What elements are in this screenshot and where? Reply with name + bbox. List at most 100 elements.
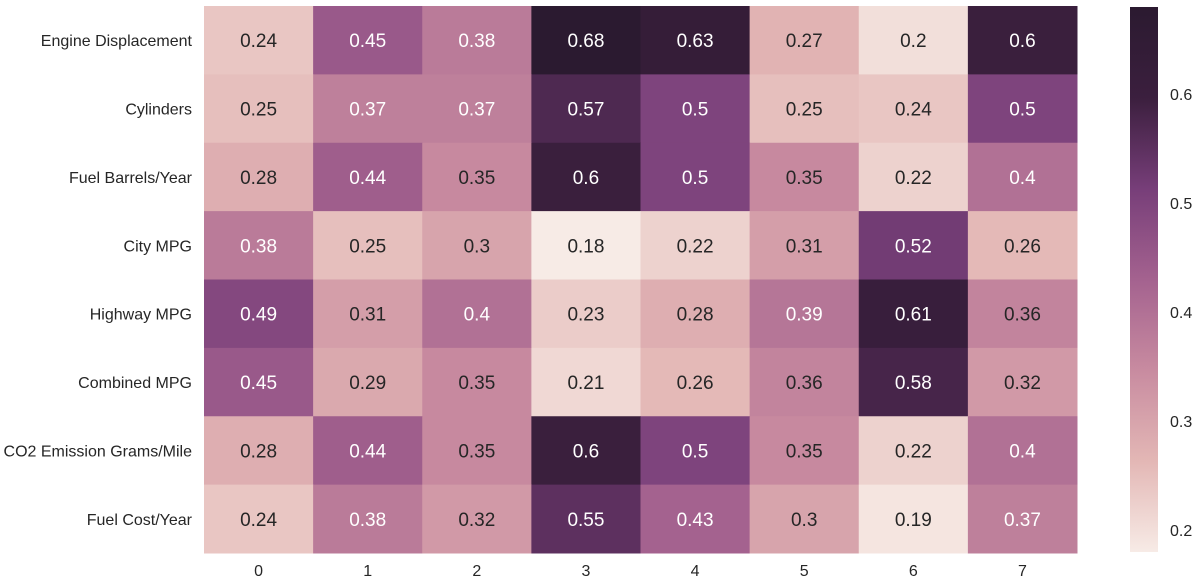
heatmap-cell — [858, 142, 969, 212]
x-tick-label: 4 — [691, 563, 700, 580]
cell-value-label: 0.28 — [677, 305, 714, 326]
cell-value-label: 0.68 — [567, 31, 604, 52]
heatmap-cell — [204, 347, 314, 417]
cell-value-label: 0.49 — [240, 305, 277, 326]
heatmap-cell — [749, 6, 860, 75]
cell-value-label: 0.22 — [895, 168, 932, 189]
cell-value-label: 0.24 — [240, 510, 277, 531]
colorbar-tick-label: 0.3 — [1170, 414, 1192, 431]
cell-value-label: 0.35 — [786, 441, 823, 462]
cell-value-label: 0.28 — [240, 168, 277, 189]
heatmap-cell — [204, 6, 314, 75]
cell-value-label: 0.32 — [1004, 373, 1041, 394]
heatmap-cell — [749, 142, 860, 212]
heatmap-cell — [640, 416, 751, 486]
cell-value-label: 0.32 — [458, 510, 495, 531]
cell-value-label: 0.57 — [567, 100, 604, 121]
y-tick-label: Fuel Barrels/Year — [69, 170, 193, 187]
heatmap-cell — [204, 416, 314, 486]
heatmap-cell — [858, 416, 969, 486]
heatmap-cell — [422, 484, 532, 554]
cell-value-label: 0.35 — [458, 168, 495, 189]
heatmap-cell — [531, 416, 641, 486]
x-tick-label: 0 — [254, 563, 263, 580]
cell-value-label: 0.45 — [240, 373, 277, 394]
heatmap-cell — [422, 142, 532, 212]
heatmap-cell — [313, 74, 423, 144]
heatmap-cell — [422, 74, 532, 144]
cell-value-label: 0.25 — [786, 100, 823, 121]
heatmap-cell — [967, 6, 1078, 75]
y-tick-label: Fuel Cost/Year — [87, 512, 193, 529]
cell-value-label: 0.25 — [240, 100, 277, 121]
heatmap-cell — [640, 142, 751, 212]
heatmap-cell — [204, 211, 314, 280]
heatmap-cell — [313, 347, 423, 417]
y-tick-label: Cylinders — [125, 102, 192, 119]
heatmap-cell — [204, 484, 314, 554]
cell-value-label: 0.5 — [682, 100, 708, 121]
cell-value-label: 0.4 — [464, 305, 491, 326]
cell-value-label: 0.36 — [1004, 305, 1041, 326]
x-tick-label: 3 — [581, 563, 590, 580]
heatmap-cell — [422, 347, 532, 417]
heatmap-cell — [858, 211, 969, 280]
heatmap-cell — [313, 142, 423, 212]
cell-value-label: 0.18 — [567, 236, 604, 257]
cell-value-label: 0.6 — [1009, 31, 1035, 52]
heatmap-cell — [640, 347, 751, 417]
heatmap-cell — [967, 279, 1078, 349]
heatmap-cell — [422, 416, 532, 486]
heatmap-cell — [640, 211, 751, 280]
cell-value-label: 0.21 — [567, 373, 604, 394]
cell-value-label: 0.43 — [677, 510, 714, 531]
cell-value-label: 0.25 — [349, 236, 386, 257]
cell-value-label: 0.5 — [1009, 100, 1035, 121]
heatmap-cell — [422, 6, 532, 75]
cell-value-label: 0.37 — [458, 100, 495, 121]
colorbar-ticks: 0.2 0.3 0.4 0.5 0.6 — [1170, 87, 1192, 540]
cell-value-label: 0.37 — [349, 100, 386, 121]
cell-value-label: 0.36 — [786, 373, 823, 394]
heatmap-cell — [313, 6, 423, 75]
heatmap-cell — [858, 347, 969, 417]
cell-value-label: 0.45 — [349, 31, 386, 52]
heatmap-cell — [967, 416, 1078, 486]
cell-value-label: 0.27 — [786, 31, 823, 52]
cell-value-label: 0.39 — [786, 305, 823, 326]
heatmap-cell — [640, 6, 751, 75]
cell-value-label: 0.5 — [682, 168, 708, 189]
y-axis-tick-labels: Engine Displacement Cylinders Fuel Barrels… — [4, 33, 193, 529]
cell-value-label: 0.2 — [900, 31, 926, 52]
cell-value-label: 0.22 — [895, 441, 932, 462]
cell-value-label: 0.38 — [349, 510, 386, 531]
heatmap-cells — [204, 6, 1078, 554]
cell-value-label: 0.24 — [240, 31, 277, 52]
cell-value-label: 0.23 — [567, 305, 604, 326]
heatmap-cell — [749, 484, 860, 554]
cell-value-label: 0.3 — [791, 510, 817, 531]
cell-value-label: 0.63 — [677, 31, 714, 52]
cell-value-label: 0.35 — [458, 373, 495, 394]
colorbar-tick-label: 0.6 — [1170, 87, 1192, 104]
x-tick-label: 1 — [363, 563, 372, 580]
y-tick-label: City MPG — [124, 238, 192, 255]
cell-value-label: 0.3 — [464, 236, 490, 257]
heatmap-cell — [749, 416, 860, 486]
cell-value-label: 0.37 — [1004, 510, 1041, 531]
cell-value-label: 0.31 — [349, 305, 386, 326]
cell-value-label: 0.61 — [895, 305, 932, 326]
heatmap-cell — [531, 347, 641, 417]
heatmap-cell — [967, 74, 1078, 144]
cell-value-label: 0.26 — [1004, 236, 1041, 257]
x-tick-label: 6 — [909, 563, 918, 580]
heatmap-cell — [858, 74, 969, 144]
cell-value-label: 0.4 — [1009, 168, 1036, 189]
cell-value-label: 0.38 — [458, 31, 495, 52]
y-tick-label: Highway MPG — [90, 307, 192, 324]
cell-value-label: 0.6 — [573, 168, 599, 189]
cell-value-label: 0.44 — [349, 168, 386, 189]
cell-value-label: 0.29 — [349, 373, 386, 394]
cell-value-labels: 0.24 0.45 0.38 0.68 0.63 0.27 0.2 0.6 0.25 0.37 0.… — [240, 31, 1041, 531]
